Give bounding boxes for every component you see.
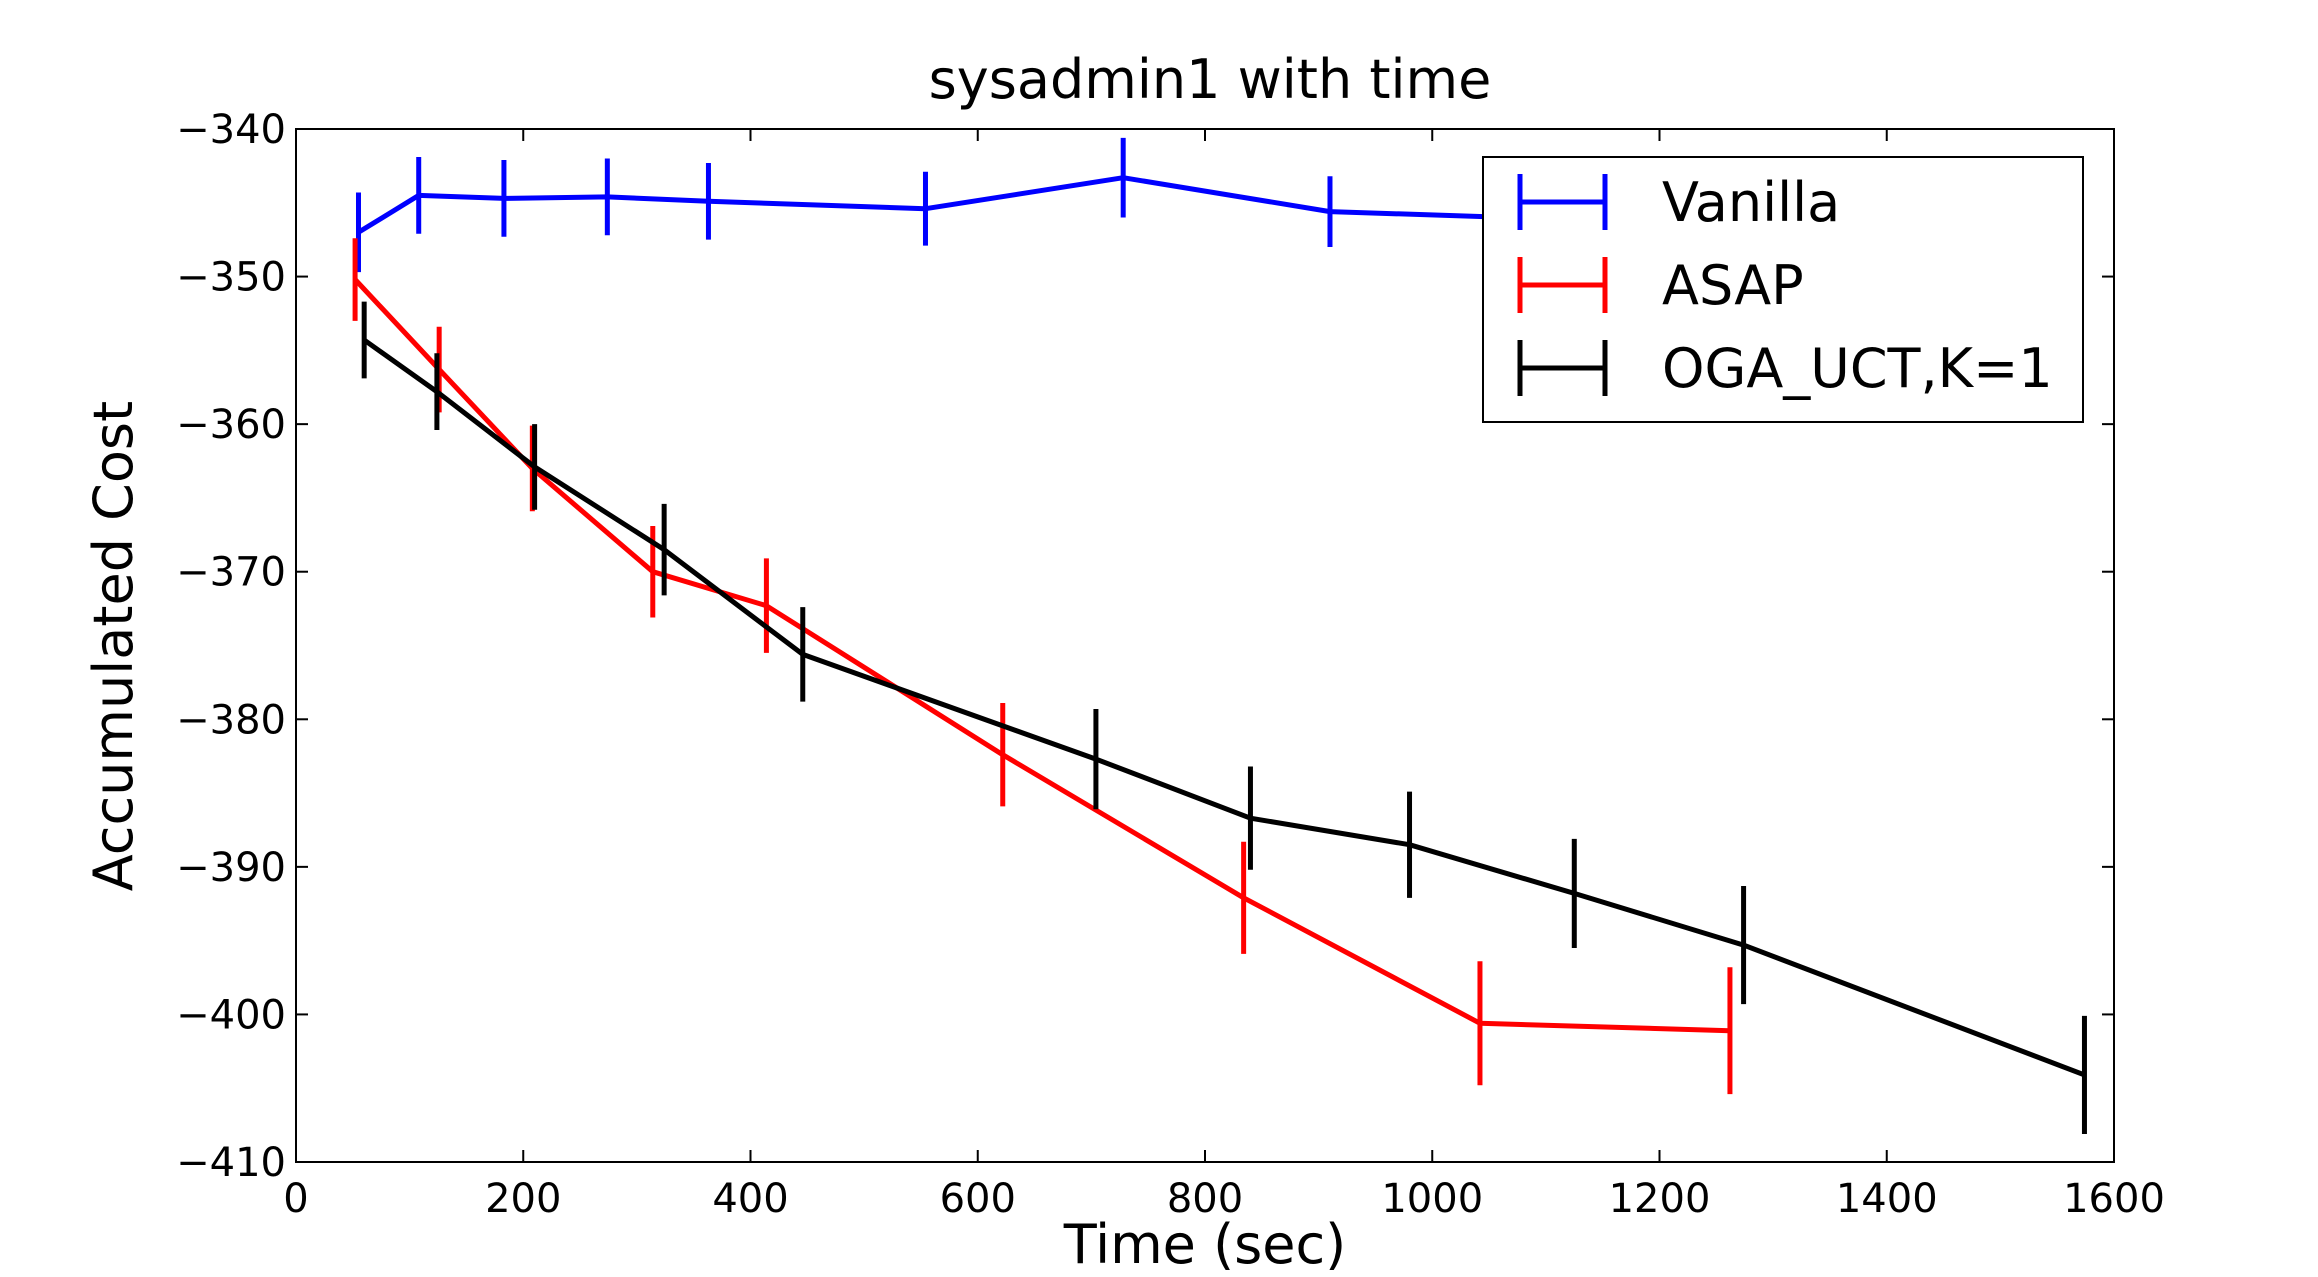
legend-entry: Vanilla — [1517, 171, 1840, 234]
y-tick-label: −380 — [176, 697, 286, 743]
x-axis: 0 200 400 600 800 1000 1200 1400 1600 — [283, 129, 2165, 1222]
legend-entry: ASAP — [1517, 254, 1804, 317]
x-tick-label: 1200 — [1609, 1176, 1711, 1222]
x-axis-label: Time (sec) — [1063, 1213, 1347, 1276]
legend-label: ASAP — [1662, 254, 1804, 317]
series-line — [357, 175, 1603, 235]
x-tick-label: 400 — [712, 1176, 788, 1222]
series-0 — [355, 137, 1606, 273]
y-tick-label: −350 — [176, 255, 286, 301]
x-tick-label: 200 — [485, 1176, 561, 1222]
series-layer — [352, 137, 2087, 1134]
legend-label: OGA_UCT,K=1 — [1662, 337, 2053, 400]
chart-title: sysadmin1 with time — [929, 48, 1492, 111]
x-tick-label: 600 — [940, 1176, 1016, 1222]
x-tick-label: 1400 — [1836, 1176, 1938, 1222]
series-line — [362, 337, 2086, 1078]
x-tick-label: 800 — [1167, 1176, 1243, 1222]
y-tick-label: −370 — [176, 550, 286, 596]
y-axis-label: Accumulated Cost — [82, 401, 145, 891]
y-tick-label: −390 — [176, 845, 286, 891]
x-tick-label: 0 — [283, 1176, 308, 1222]
y-axis: −340 −350 −360 −370 −380 −390 −400 −410 — [176, 107, 2114, 1186]
legend-entry: OGA_UCT,K=1 — [1517, 337, 2053, 400]
y-tick-label: −410 — [176, 1140, 286, 1186]
series-2 — [361, 301, 2087, 1134]
x-tick-label: 1600 — [2063, 1176, 2165, 1222]
legend-label: Vanilla — [1662, 171, 1840, 234]
legend: Vanilla ASAP OGA_UCT,K=1 — [1482, 156, 2084, 423]
x-tick-label: 1000 — [1381, 1176, 1483, 1222]
y-tick-label: −360 — [176, 402, 286, 448]
y-tick-label: −400 — [176, 992, 286, 1038]
y-tick-label: −340 — [176, 107, 286, 153]
